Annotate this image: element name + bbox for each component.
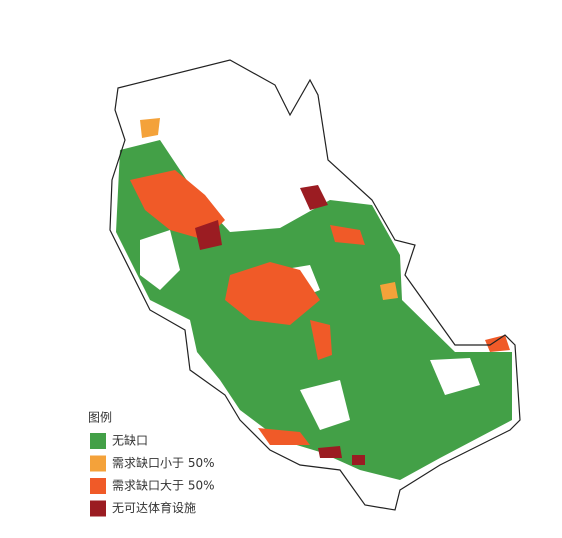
gap-large (130, 170, 225, 240)
legend-swatch (90, 455, 106, 472)
no-data (205, 150, 330, 230)
legend-label: 无缺口 (112, 433, 148, 448)
legend-label: 需求缺口小于 50% (112, 455, 215, 470)
no-access (300, 185, 328, 210)
gap-large (330, 225, 365, 245)
gap-small (380, 282, 398, 300)
no-access (195, 220, 222, 250)
no-data (430, 358, 480, 395)
no-data (140, 230, 180, 290)
legend-label: 需求缺口大于 50% (112, 478, 215, 493)
gap-small (140, 118, 160, 138)
no-access (352, 455, 365, 465)
gap-large (310, 320, 332, 360)
legend-swatch (90, 500, 106, 517)
map-area (109, 59, 521, 511)
no-access (318, 446, 342, 458)
boundary (109, 59, 521, 511)
legend-title: 图例 (88, 411, 112, 425)
legend-label: 无可达体育设施 (112, 500, 196, 515)
gap-large (225, 262, 320, 325)
gap-large (485, 335, 510, 352)
legend-swatch (90, 433, 106, 449)
gap-large (258, 428, 310, 445)
legend-swatch (90, 478, 106, 494)
no-data (300, 380, 350, 430)
